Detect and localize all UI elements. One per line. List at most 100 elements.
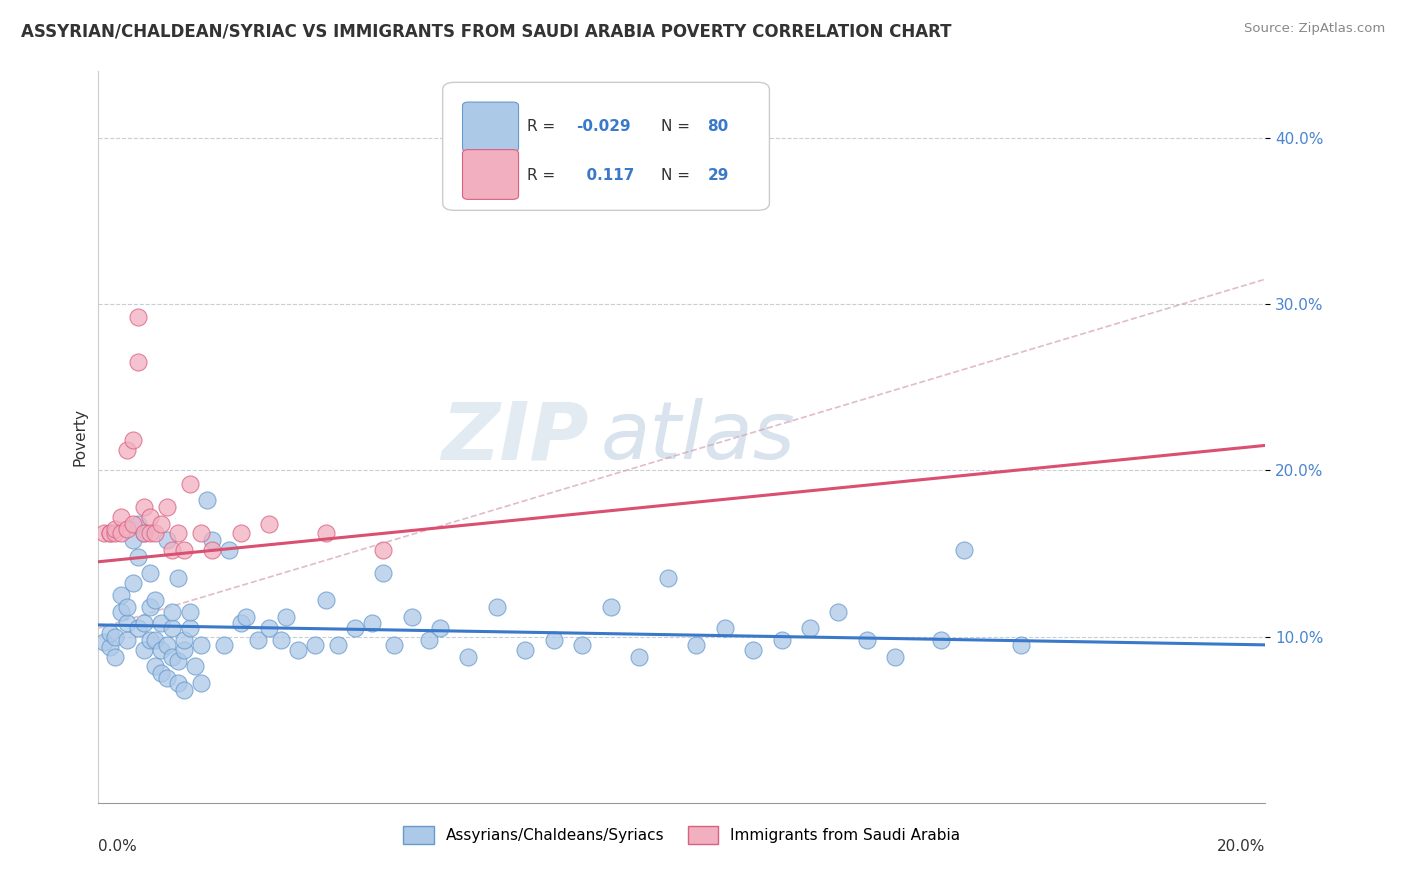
Point	[599, 599, 621, 614]
Point	[190, 676, 212, 690]
Point	[132, 643, 155, 657]
Point	[98, 640, 121, 654]
Point	[121, 533, 143, 548]
Point	[384, 638, 406, 652]
Point	[121, 516, 143, 531]
Point	[127, 516, 149, 531]
Point	[371, 566, 394, 581]
Point	[201, 533, 224, 548]
Point	[429, 621, 451, 635]
Point	[799, 621, 821, 635]
Point	[150, 666, 173, 681]
Point	[104, 521, 127, 535]
Point	[143, 659, 166, 673]
Point	[132, 526, 155, 541]
Point	[713, 621, 735, 635]
Point	[138, 509, 160, 524]
Point	[343, 621, 366, 635]
Point	[685, 638, 707, 652]
Point	[127, 621, 149, 635]
Point	[276, 609, 298, 624]
Point	[485, 599, 508, 614]
Text: 0.117: 0.117	[575, 168, 634, 183]
Point	[162, 605, 184, 619]
Point	[515, 643, 537, 657]
Point	[257, 621, 280, 635]
Point	[173, 543, 195, 558]
Point	[162, 621, 184, 635]
Point	[162, 543, 184, 558]
Point	[173, 632, 195, 647]
Point	[315, 526, 337, 541]
Point	[98, 626, 121, 640]
Legend: Assyrians/Chaldeans/Syriacs, Immigrants from Saudi Arabia: Assyrians/Chaldeans/Syriacs, Immigrants …	[396, 820, 967, 850]
Point	[162, 649, 184, 664]
Point	[179, 621, 201, 635]
Point	[212, 638, 235, 652]
Point	[132, 526, 155, 541]
Point	[156, 671, 179, 685]
Point	[190, 526, 212, 541]
Point	[270, 632, 292, 647]
Text: N =: N =	[661, 168, 695, 183]
Point	[93, 634, 115, 648]
Point	[326, 638, 349, 652]
Point	[179, 605, 201, 619]
Point	[315, 593, 337, 607]
Point	[138, 599, 160, 614]
Text: atlas: atlas	[600, 398, 794, 476]
Point	[156, 500, 179, 514]
Point	[418, 632, 440, 647]
Point	[143, 632, 166, 647]
FancyBboxPatch shape	[463, 150, 519, 200]
Point	[110, 605, 132, 619]
Point	[401, 609, 423, 624]
Point	[657, 571, 679, 585]
Point	[628, 649, 651, 664]
Point	[104, 630, 127, 644]
Point	[121, 434, 143, 448]
Text: ASSYRIAN/CHALDEAN/SYRIAC VS IMMIGRANTS FROM SAUDI ARABIA POVERTY CORRELATION CHA: ASSYRIAN/CHALDEAN/SYRIAC VS IMMIGRANTS F…	[21, 22, 952, 40]
Point	[457, 649, 479, 664]
Point	[98, 526, 121, 541]
Point	[115, 616, 138, 631]
Point	[115, 632, 138, 647]
Point	[167, 676, 190, 690]
Y-axis label: Poverty: Poverty	[72, 408, 87, 467]
Point	[150, 616, 173, 631]
Text: R =: R =	[527, 168, 560, 183]
Point	[138, 566, 160, 581]
Point	[115, 521, 138, 535]
Point	[143, 593, 166, 607]
Point	[167, 655, 190, 669]
Point	[929, 632, 952, 647]
Point	[93, 526, 115, 541]
Point	[571, 638, 593, 652]
Point	[360, 616, 382, 631]
Point	[827, 605, 849, 619]
Point	[138, 632, 160, 647]
Point	[179, 476, 201, 491]
Point	[235, 609, 257, 624]
Point	[132, 616, 155, 631]
Text: 29: 29	[707, 168, 728, 183]
Point	[173, 643, 195, 657]
Point	[98, 526, 121, 541]
Point	[952, 543, 974, 558]
Point	[110, 588, 132, 602]
Point	[110, 526, 132, 541]
Text: ZIP: ZIP	[441, 398, 589, 476]
Point	[173, 682, 195, 697]
FancyBboxPatch shape	[463, 102, 519, 152]
Point	[138, 526, 160, 541]
Point	[287, 643, 309, 657]
Point	[167, 526, 190, 541]
Text: 0.0%: 0.0%	[98, 839, 138, 855]
Point	[257, 516, 280, 531]
Point	[127, 355, 149, 369]
Point	[1010, 638, 1032, 652]
Point	[304, 638, 326, 652]
Point	[150, 516, 173, 531]
Point	[127, 549, 149, 564]
Text: R =: R =	[527, 120, 560, 135]
